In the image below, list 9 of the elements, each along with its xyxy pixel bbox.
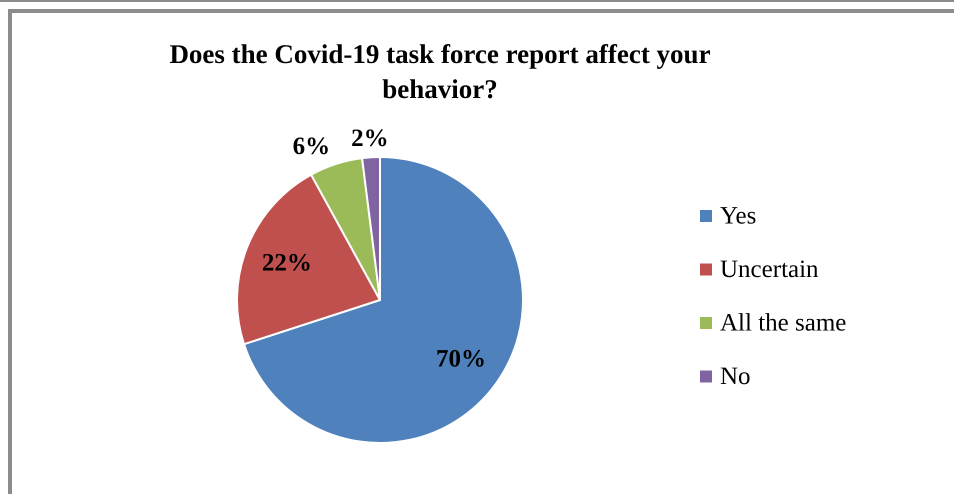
legend-label: No [720,363,751,390]
chart-title: Does the Covid-19 task force report affect your behavior? [169,39,711,104]
data-label: 22% [262,250,312,277]
legend-label: All the same [720,310,846,336]
data-label: 2% [351,125,389,152]
data-label: 70% [436,345,486,372]
data-label: 6% [292,132,330,160]
legend-label: Yes [720,202,756,230]
legend-label: Uncertain [720,256,820,283]
